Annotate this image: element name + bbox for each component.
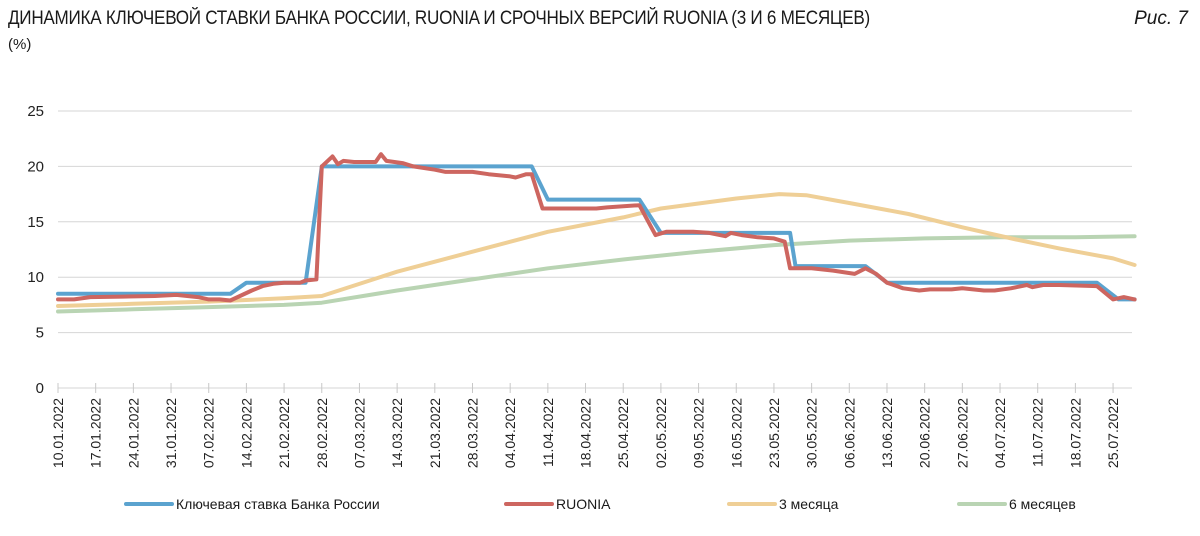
y-tick-label: 20 — [27, 158, 44, 175]
legend-label: 3 месяца — [779, 496, 839, 512]
figure-label: Рис. 7 — [1134, 8, 1188, 29]
legend-swatch-ruonia — [504, 502, 554, 506]
x-tick-label: 23.05.2022 — [766, 398, 782, 468]
x-tick-label: 11.04.2022 — [540, 398, 556, 467]
legend-item-6m: 6 месяцев — [957, 496, 1076, 512]
y-tick-label: 0 — [36, 380, 44, 397]
x-tick-label: 04.04.2022 — [502, 398, 518, 468]
x-tick-label: 27.06.2022 — [954, 398, 970, 468]
y-tick-label: 5 — [36, 325, 44, 342]
legend: Ключевая ставка Банка России RUONIA 3 ме… — [0, 496, 1200, 520]
x-tick-label: 14.03.2022 — [389, 398, 405, 468]
x-tick-label: 09.05.2022 — [691, 398, 707, 468]
x-tick-label: 07.02.2022 — [201, 398, 217, 468]
x-tick-label: 28.02.2022 — [314, 398, 330, 468]
x-tick-label: 25.04.2022 — [615, 398, 631, 468]
x-tick-label: 25.07.2022 — [1105, 398, 1121, 468]
x-tick-label: 18.04.2022 — [578, 398, 594, 468]
series-line-m3 — [56, 192, 1137, 308]
series-lines — [56, 152, 1137, 314]
legend-label: RUONIA — [556, 496, 611, 512]
x-tick-label: 31.01.2022 — [163, 398, 179, 468]
y-tick-label: 15 — [27, 214, 44, 231]
legend-swatch-key-rate — [124, 502, 174, 506]
x-tick-label: 28.03.2022 — [464, 398, 480, 468]
x-tick-label: 24.01.2022 — [125, 398, 141, 468]
x-tick-label: 14.02.2022 — [238, 398, 254, 468]
legend-label: Ключевая ставка Банка России — [176, 496, 380, 512]
legend-swatch-3m — [727, 502, 777, 506]
y-axis-ticks: 0 5 10 15 20 25 — [27, 103, 44, 397]
series-line-ruonia — [56, 152, 1137, 303]
gridlines — [58, 110, 1132, 334]
series-line-key_rate — [56, 164, 1137, 302]
x-tick-label: 10.01.2022 — [50, 398, 66, 468]
x-tick-label: 21.02.2022 — [276, 398, 292, 468]
x-tick-label: 16.05.2022 — [728, 398, 744, 468]
x-tick-label: 13.06.2022 — [879, 398, 895, 468]
x-tick-label: 04.07.2022 — [992, 398, 1008, 468]
x-tick-label: 07.03.2022 — [351, 398, 367, 468]
x-tick-label: 02.05.2022 — [653, 398, 669, 468]
y-axis-unit: (%) — [8, 36, 32, 53]
legend-swatch-6m — [957, 502, 1007, 506]
series-line-m6 — [56, 234, 1137, 314]
x-tick-label: 30.05.2022 — [804, 398, 820, 468]
x-tick-label: 20.06.2022 — [917, 398, 933, 468]
x-tick-label: 17.01.2022 — [88, 398, 104, 468]
x-tick-label: 18.07.2022 — [1067, 398, 1083, 468]
chart-title: ДИНАМИКА КЛЮЧЕВОЙ СТАВКИ БАНКА РОССИИ, R… — [8, 8, 870, 29]
legend-item-key-rate: Ключевая ставка Банка России — [124, 496, 380, 512]
x-axis: 10.01.2022 17.01.2022 24.01.2022 31.01.2022… — [50, 383, 1132, 468]
legend-label: 6 месяцев — [1009, 496, 1076, 512]
y-tick-label: 25 — [27, 103, 44, 120]
x-tick-label: 06.06.2022 — [841, 398, 857, 468]
x-tick-label: 11.07.2022 — [1030, 398, 1046, 467]
legend-item-3m: 3 месяца — [727, 496, 838, 512]
legend-item-ruonia: RUONIA — [504, 496, 610, 512]
y-tick-label: 10 — [27, 269, 44, 286]
x-tick-label: 21.03.2022 — [427, 398, 443, 468]
